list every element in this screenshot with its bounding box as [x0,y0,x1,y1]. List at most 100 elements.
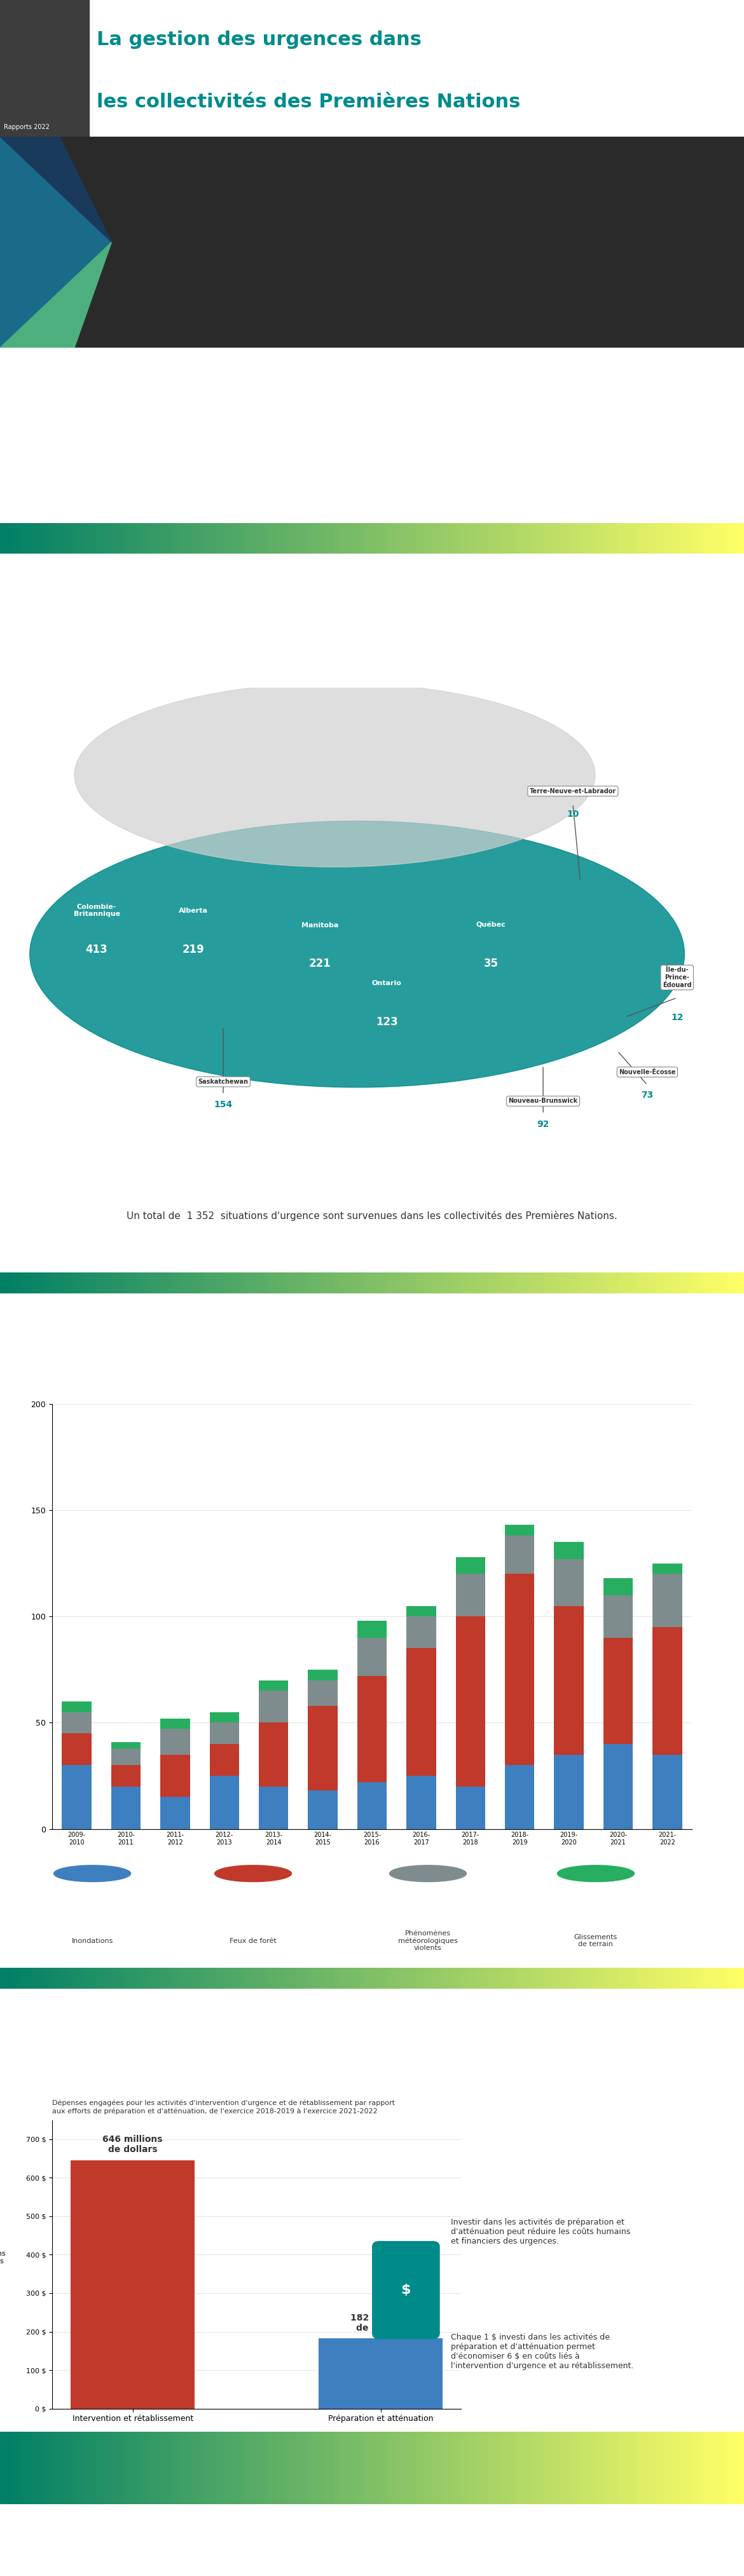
Bar [308,1680,338,1705]
Circle shape [557,1865,634,1880]
Y-axis label: En millions
de dollars: En millions de dollars [0,2251,5,2264]
Text: Manitoba: Manitoba [301,922,339,927]
Bar [455,1618,485,1788]
Text: 219: 219 [182,943,205,956]
Bar [357,1620,387,1638]
Ellipse shape [74,683,595,868]
Bar [505,1525,534,1535]
Text: Glissements
de terrain: Glissements de terrain [574,1935,618,1947]
Bar [505,1765,534,1829]
Text: 221: 221 [309,958,331,969]
Text: 154: 154 [214,1100,232,1110]
Text: 12: 12 [671,1012,683,1023]
Text: 182 millions
de dollars: 182 millions de dollars [350,2313,411,2334]
Bar [161,1798,190,1829]
Text: les collectivités des Premières Nations: les collectivités des Premières Nations [97,93,521,111]
Bar [455,1574,485,1618]
Bar [406,1775,436,1829]
Ellipse shape [30,822,684,1087]
Text: Nouvelle-Écosse: Nouvelle-Écosse [619,1069,676,1074]
Bar [71,2161,195,2409]
Polygon shape [0,137,112,242]
Bar [554,1558,583,1605]
Text: Bureau du
vérificateur général
du Canada: Bureau du vérificateur général du Canada [341,2530,403,2550]
Bar [111,1749,141,1765]
Text: Nouveau-Brunswick: Nouveau-Brunswick [508,1097,578,1105]
Text: 73: 73 [641,1090,653,1100]
Text: 646 millions
de dollars: 646 millions de dollars [103,2136,163,2154]
Text: La gestion des urgences dans: La gestion des urgences dans [97,31,422,49]
Bar [62,1765,92,1829]
Bar [357,1783,387,1829]
Text: Rapports 2022: Rapports 2022 [4,124,50,131]
Text: SERVICES AUX AUTOCHTONES CANADA A DÉPENSÉ ENVIRON
828 MILLIONS DE DOLLARS AU COU: SERVICES AUX AUTOCHTONES CANADA A DÉPENS… [192,2035,552,2074]
Bar [111,1741,141,1749]
Bar [406,1605,436,1618]
Bar [554,1754,583,1829]
Bar [652,1574,682,1628]
Text: Chaque 1 $ investi dans les activités de
préparation et d'atténuation permet
d'é: Chaque 1 $ investi dans les activités de… [451,2334,633,2370]
Circle shape [389,1865,466,1880]
Text: NOMBRE DE SITUATIONS D'URGENCE SURVENUES DANS LES
COLLECTIVITÉS DES PREMIÈRES NA: NOMBRE DE SITUATIONS D'URGENCE SURVENUES… [163,603,581,641]
Bar [652,1754,682,1829]
Bar [0,0,89,142]
Bar [357,1677,387,1783]
Bar [406,1618,436,1649]
Bar [308,1790,338,1829]
Bar [259,1788,289,1829]
Bar [554,1605,583,1754]
Bar [161,1728,190,1754]
Bar [111,1788,141,1829]
Text: Colombie-
Britannique: Colombie- Britannique [74,904,120,917]
Text: Ontario: Ontario [372,979,402,987]
Text: 413: 413 [86,943,108,956]
Bar [111,1765,141,1788]
Bar [62,1703,92,1713]
Text: Feux de forêt: Feux de forêt [230,1937,277,1945]
Text: 92: 92 [537,1121,549,1128]
Bar [652,1564,682,1574]
Text: Investir dans les activités de préparation et
d'atténuation peut réduire les coû: Investir dans les activités de préparati… [451,2218,630,2246]
Text: Saskatchewan: Saskatchewan [198,1079,248,1084]
Bar [62,1713,92,1734]
Text: Inondations: Inondations [71,1937,113,1945]
Text: Un total de  1 352  situations d'urgence sont survenues dans les collectivités d: Un total de 1 352 situations d'urgence s… [126,1211,618,1221]
Bar [505,1574,534,1765]
Bar [161,1754,190,1798]
Bar [259,1690,289,1723]
Bar [210,1744,239,1775]
Bar [406,1649,436,1775]
Polygon shape [0,242,112,348]
Text: Île-du-
Prince-
Édouard: Île-du- Prince- Édouard [663,966,691,989]
Text: Dépenses engagées pour les activités d'intervention d'urgence et de rétablisseme: Dépenses engagées pour les activités d'i… [52,2099,395,2115]
Text: 10: 10 [567,809,579,819]
Bar [318,2339,443,2409]
Text: 123: 123 [376,1015,398,1028]
Bar [455,1788,485,1829]
Bar [210,1775,239,1829]
Bar [210,1713,239,1723]
Bar [308,1705,338,1790]
Polygon shape [0,137,112,348]
Bar [259,1723,289,1788]
Bar [603,1638,633,1744]
Bar [603,1579,633,1595]
Bar [505,1535,534,1574]
Bar [62,1734,92,1765]
Bar [455,1556,485,1574]
Bar [603,1595,633,1638]
Bar [308,1669,338,1680]
Bar [210,1723,239,1744]
Text: $: $ [401,2285,411,2295]
Bar [652,1628,682,1754]
Text: 35: 35 [484,958,498,969]
Text: Phénomènes
météorologiques
violents: Phénomènes météorologiques violents [398,1929,458,1953]
Text: LE NOMBRE DE SITUATIONS D'URGENCE EST EN AUGMENTATION: LE NOMBRE DE SITUATIONS D'URGENCE EST EN… [150,1337,594,1347]
Bar [259,1680,289,1690]
Text: Terre-Neuve-et-Labrador: Terre-Neuve-et-Labrador [530,788,616,793]
Text: Alberta: Alberta [179,907,208,914]
Bar [357,1638,387,1677]
Circle shape [215,1865,292,1880]
Bar [603,1744,633,1829]
Circle shape [54,1865,131,1880]
